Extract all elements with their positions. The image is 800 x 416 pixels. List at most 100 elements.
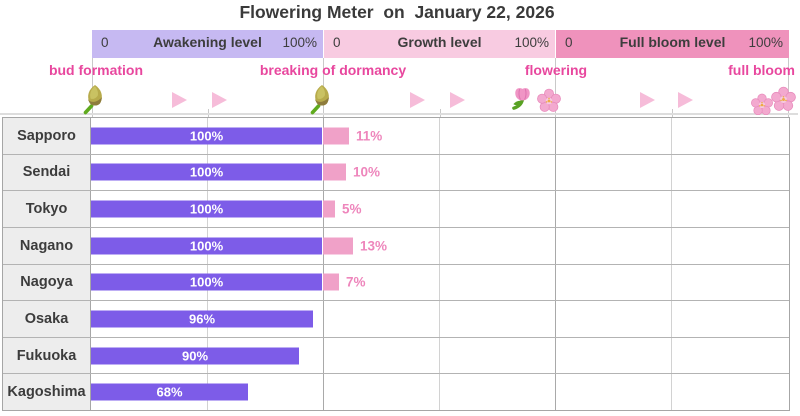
gridline bbox=[323, 337, 324, 374]
awakening-bar: 96% bbox=[91, 310, 313, 328]
scale-title: Growth level bbox=[397, 34, 482, 50]
gridline bbox=[555, 58, 556, 117]
stage-label-breaking-dormancy: breaking of dormancy bbox=[259, 62, 407, 78]
gridline bbox=[671, 118, 672, 154]
arrow-right-icon bbox=[640, 92, 655, 108]
gridline bbox=[439, 264, 440, 301]
growth-bar bbox=[323, 127, 349, 145]
gridline bbox=[671, 301, 672, 337]
scale-min: 0 bbox=[101, 35, 109, 50]
arrow-right-icon bbox=[450, 92, 465, 108]
chart-cell: 68% bbox=[91, 374, 789, 410]
growth-bar bbox=[323, 200, 335, 218]
gridline bbox=[671, 191, 672, 227]
table-row: Tokyo 100% 5% bbox=[3, 191, 789, 228]
gridline bbox=[671, 337, 672, 374]
gridline bbox=[555, 264, 556, 301]
awakening-bar: 100% bbox=[91, 163, 322, 181]
gridline bbox=[671, 227, 672, 264]
stage-label-full-bloom: full bloom bbox=[728, 62, 795, 78]
gridline bbox=[555, 227, 556, 264]
awakening-value: 100% bbox=[189, 128, 224, 144]
bud-icon bbox=[307, 83, 337, 115]
gridline bbox=[439, 374, 440, 410]
growth-bar bbox=[323, 273, 339, 291]
table-row: Sendai 100% 10% bbox=[3, 154, 789, 192]
gridline bbox=[555, 301, 556, 337]
gridline bbox=[671, 374, 672, 410]
awakening-bar: 100% bbox=[91, 237, 322, 255]
growth-bar bbox=[323, 237, 353, 255]
cherry-blossom-icon bbox=[770, 86, 797, 113]
gridline bbox=[788, 58, 789, 117]
table-row: Kagoshima 68% bbox=[3, 374, 789, 410]
awakening-bar: 100% bbox=[91, 127, 322, 145]
chart-cell: 100% 7% bbox=[91, 264, 789, 301]
table-row: Osaka 96% bbox=[3, 301, 789, 338]
gridline bbox=[439, 191, 440, 227]
chart-cell: 96% bbox=[91, 301, 789, 337]
scale-max: 100% bbox=[748, 35, 783, 50]
gridline bbox=[671, 154, 672, 191]
scale-band-growth: 0 Growth level 100% bbox=[324, 30, 555, 58]
scale-min: 0 bbox=[333, 35, 341, 50]
awakening-value: 100% bbox=[189, 201, 224, 217]
awakening-bar: 68% bbox=[91, 383, 248, 401]
growth-bar bbox=[323, 163, 346, 181]
awakening-value: 90% bbox=[181, 348, 209, 364]
awakening-value: 100% bbox=[189, 274, 224, 290]
gridline bbox=[323, 301, 324, 337]
city-label: Kagoshima bbox=[3, 374, 91, 410]
table-row: Nagoya 100% 7% bbox=[3, 264, 789, 302]
awakening-bar: 100% bbox=[91, 200, 322, 218]
gridline bbox=[671, 264, 672, 301]
scale-min: 0 bbox=[565, 35, 573, 50]
arrow-right-icon bbox=[410, 92, 425, 108]
growth-value: 7% bbox=[346, 274, 366, 290]
gridline bbox=[439, 337, 440, 374]
scale-max: 100% bbox=[514, 35, 549, 50]
city-label: Sendai bbox=[3, 154, 91, 191]
chart-cell: 100% 5% bbox=[91, 191, 789, 227]
scale-title: Full bloom level bbox=[619, 34, 726, 50]
gridline bbox=[555, 118, 556, 154]
chart-cell: 100% 10% bbox=[91, 154, 789, 191]
city-label: Tokyo bbox=[3, 191, 91, 227]
scale-max: 100% bbox=[282, 35, 317, 50]
city-label: Nagano bbox=[3, 227, 91, 264]
gridline bbox=[323, 374, 324, 410]
stage-label-flowering: flowering bbox=[524, 62, 588, 78]
scale-band-awakening: 0 Awakening level 100% bbox=[92, 30, 323, 58]
city-label: Fukuoka bbox=[3, 337, 91, 374]
table-row: Sapporo 100% 11% bbox=[3, 118, 789, 155]
scale-title: Awakening level bbox=[153, 34, 262, 50]
awakening-value: 100% bbox=[189, 238, 224, 254]
gridline bbox=[555, 374, 556, 410]
chart-title: Flowering Meter on January 22, 2026 bbox=[239, 2, 555, 22]
gridline bbox=[439, 227, 440, 264]
growth-value: 5% bbox=[342, 201, 362, 217]
chart-cell: 100% 13% bbox=[91, 227, 789, 264]
city-label: Sapporo bbox=[3, 118, 91, 154]
city-label: Osaka bbox=[3, 301, 91, 337]
arrow-right-icon bbox=[678, 92, 693, 108]
table-row: Fukuoka 90% bbox=[3, 337, 789, 375]
chart-cell: 100% 11% bbox=[91, 118, 789, 154]
awakening-bar: 90% bbox=[91, 347, 299, 365]
chart-cell: 90% bbox=[91, 337, 789, 374]
stage-label-bud-formation: bud formation bbox=[48, 62, 144, 78]
gridline bbox=[555, 337, 556, 374]
growth-value: 10% bbox=[353, 164, 381, 180]
gridline bbox=[439, 301, 440, 337]
gridline bbox=[555, 191, 556, 227]
arrow-right-icon bbox=[212, 92, 227, 108]
scale-band-fullbloom: 0 Full bloom level 100% bbox=[556, 30, 789, 58]
growth-value: 13% bbox=[360, 238, 388, 254]
bud-icon bbox=[80, 83, 110, 115]
gridline bbox=[439, 154, 440, 191]
city-meter-table: Sapporo 100% 11% Sendai 100% 10% bbox=[2, 117, 790, 411]
arrow-right-icon bbox=[172, 92, 187, 108]
awakening-value: 100% bbox=[189, 164, 224, 180]
table-row: Nagano 100% 13% bbox=[3, 227, 789, 265]
